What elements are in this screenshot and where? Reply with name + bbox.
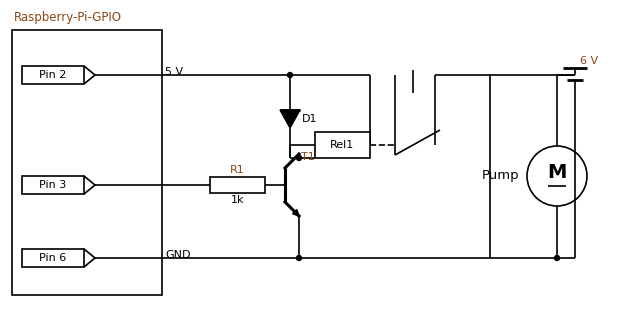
Text: D1: D1 bbox=[302, 114, 317, 124]
FancyBboxPatch shape bbox=[22, 176, 84, 194]
Polygon shape bbox=[280, 110, 300, 128]
Circle shape bbox=[554, 255, 559, 260]
Circle shape bbox=[287, 73, 292, 78]
Text: Raspberry-Pi-GPIO: Raspberry-Pi-GPIO bbox=[14, 12, 122, 25]
Text: 1k: 1k bbox=[231, 195, 244, 205]
Text: 5 V: 5 V bbox=[165, 67, 183, 77]
Text: Pin 3: Pin 3 bbox=[40, 180, 67, 190]
FancyBboxPatch shape bbox=[315, 132, 370, 158]
Text: Pin 6: Pin 6 bbox=[40, 253, 67, 263]
Text: GND: GND bbox=[165, 250, 191, 260]
FancyBboxPatch shape bbox=[22, 249, 84, 267]
Text: Rel1: Rel1 bbox=[330, 140, 354, 150]
Circle shape bbox=[296, 255, 301, 260]
Text: Pin 2: Pin 2 bbox=[39, 70, 67, 80]
Text: Pump: Pump bbox=[481, 169, 519, 182]
Text: M: M bbox=[547, 164, 566, 182]
FancyBboxPatch shape bbox=[210, 177, 265, 193]
Circle shape bbox=[296, 156, 301, 161]
Text: T1: T1 bbox=[301, 152, 315, 162]
Text: 6 V: 6 V bbox=[580, 56, 598, 66]
FancyBboxPatch shape bbox=[22, 66, 84, 84]
Text: R1: R1 bbox=[230, 165, 245, 175]
